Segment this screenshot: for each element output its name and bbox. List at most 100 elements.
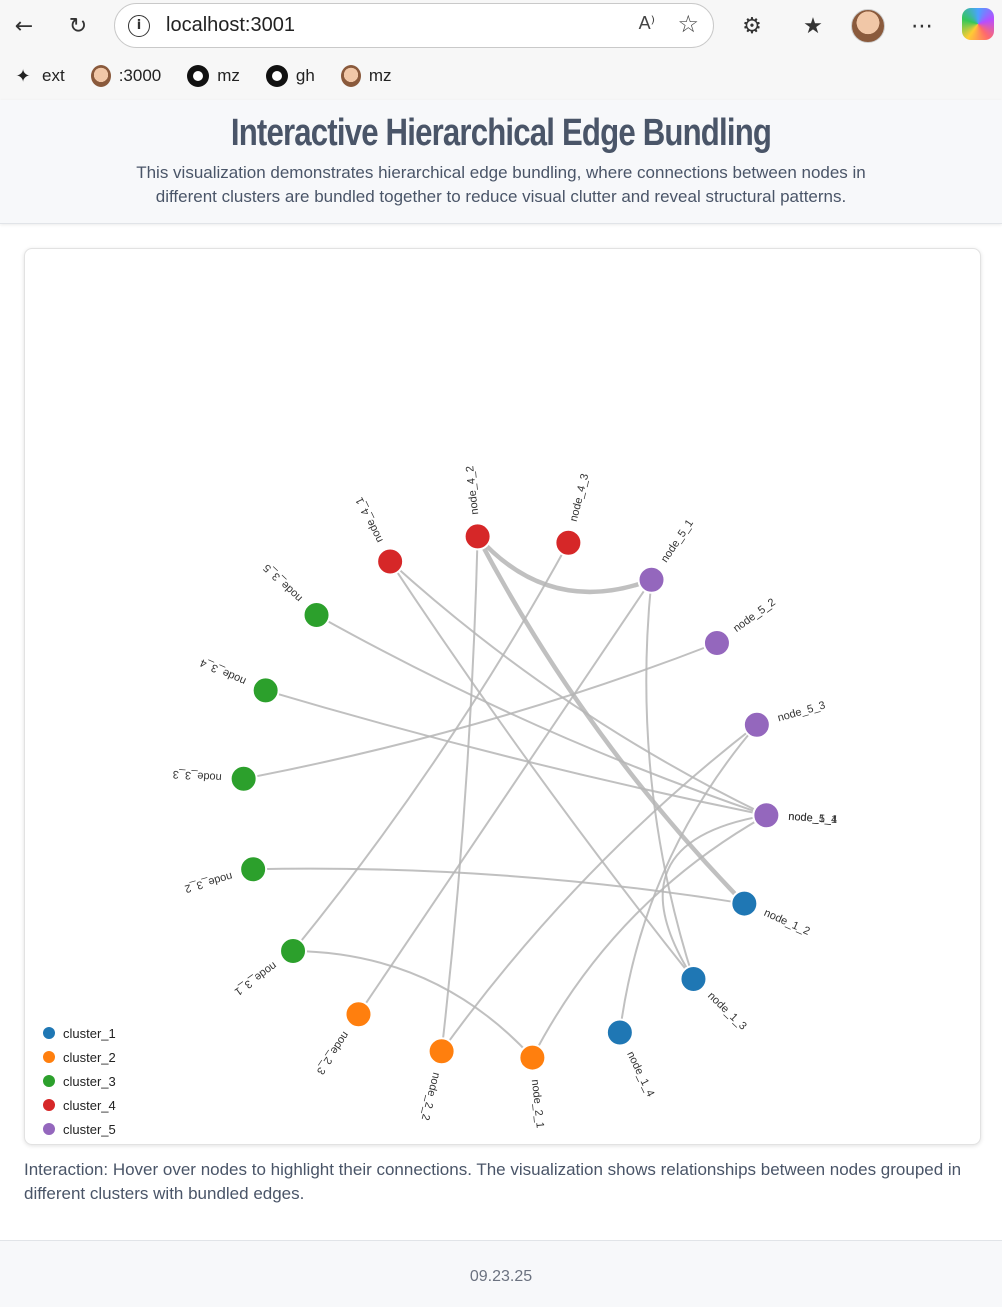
visualization-card: node_1_1 node_1_2 node_1_3 node_1_4 node_2_1… <box>24 248 981 1145</box>
page-content: Interactive Hierarchical Edge Bundling T… <box>0 100 1002 1307</box>
extension-icon: ✦ <box>15 65 31 86</box>
browser-toolbar: ← ↻ i localhost:3001 A⁾ ☆ ⚙ ★ ⋯ ✦ ext :3… <box>0 0 1002 100</box>
legend-swatch <box>43 1099 55 1111</box>
page-description: This visualization demonstrates hierarch… <box>136 163 866 206</box>
bookmark-label: ext <box>42 66 65 85</box>
edge-link <box>531 814 767 1059</box>
node-circle-node_5_1[interactable] <box>637 565 666 594</box>
node-circle-node_1_4[interactable] <box>605 1018 634 1047</box>
edge-link <box>475 534 653 595</box>
edge-link <box>645 579 695 980</box>
node-circle-node_5_3[interactable] <box>742 710 771 739</box>
node-circle-node_1_2[interactable] <box>730 889 759 918</box>
legend-label: cluster_4 <box>63 1097 116 1113</box>
edge-link <box>265 689 767 817</box>
node-label: node_5_1 <box>659 518 696 565</box>
legend-label: cluster_2 <box>63 1049 116 1065</box>
legend-item: cluster_1 <box>43 1021 116 1045</box>
site-info-icon[interactable]: i <box>128 14 150 37</box>
edge-link <box>292 542 570 952</box>
node-circle-node_2_2[interactable] <box>427 1037 456 1066</box>
page-title: Interactive Hierarchical Edge Bundling <box>230 112 772 154</box>
legend-swatch <box>43 1075 55 1087</box>
bookmark-label: mz <box>368 66 392 85</box>
node-label: node_4_3 <box>568 472 591 522</box>
github-search-icon <box>265 65 288 87</box>
avatar-icon <box>340 65 361 87</box>
back-arrow-icon[interactable]: ← <box>14 13 34 39</box>
legend-label: cluster_5 <box>63 1121 116 1137</box>
links-layer <box>243 534 767 1059</box>
node-circle-node_5_4[interactable] <box>752 801 781 830</box>
favorite-star-icon[interactable]: ☆ <box>677 10 699 38</box>
bookmark-label: :3000 <box>118 66 162 85</box>
bookmark-3000[interactable]: :3000 <box>90 65 162 87</box>
copilot-icon[interactable] <box>962 8 994 40</box>
legend-item: cluster_4 <box>43 1093 116 1117</box>
node-label: node_2_1 <box>529 1079 546 1129</box>
node-circle-node_3_4[interactable] <box>251 676 280 705</box>
node-label: node_5_4 <box>788 811 838 826</box>
node-circle-node_3_1[interactable] <box>279 936 308 965</box>
node-circle-node_3_3[interactable] <box>229 764 258 793</box>
node-label: node_4_1 <box>354 495 386 544</box>
favorites-icon[interactable]: ★ <box>803 13 823 39</box>
more-menu-icon[interactable]: ⋯ <box>911 13 933 39</box>
node-circle-node_2_1[interactable] <box>518 1043 547 1072</box>
edge-link <box>243 642 718 780</box>
address-bar[interactable]: i localhost:3001 A⁾ ☆ <box>114 3 714 48</box>
node-circle-node_1_3[interactable] <box>679 965 708 994</box>
github-icon <box>187 65 210 87</box>
legend-swatch <box>43 1051 55 1063</box>
page-footer: 09.23.25 <box>0 1240 1002 1307</box>
legend-swatch <box>43 1027 55 1039</box>
node-circle-node_2_3[interactable] <box>344 1000 373 1029</box>
bookmark-mz-github[interactable]: mz <box>187 65 240 87</box>
extensions-icon[interactable]: ⚙ <box>742 13 762 39</box>
node-label: node_1_4 <box>624 1050 656 1099</box>
node-label: node_1_3 <box>705 990 749 1033</box>
node-circle-node_4_3[interactable] <box>554 528 583 557</box>
node-label: node_2_3 <box>314 1029 351 1076</box>
read-aloud-icon[interactable]: A⁾ <box>638 13 655 33</box>
edge-link <box>440 723 758 1052</box>
legend-item: cluster_3 <box>43 1069 116 1093</box>
url-text[interactable]: localhost:3001 <box>166 14 295 36</box>
node-circle-node_5_2[interactable] <box>702 629 731 658</box>
node-circle-node_3_2[interactable] <box>239 855 268 884</box>
avatar-icon <box>90 65 111 87</box>
legend-label: cluster_3 <box>63 1073 116 1089</box>
bookmark-label: gh <box>295 66 315 85</box>
node-label: node_5_2 <box>731 596 778 634</box>
edge-link <box>618 724 758 1033</box>
edge-link <box>316 614 767 817</box>
bookmark-label: mz <box>217 66 240 85</box>
edge-link <box>389 560 695 980</box>
edge-link <box>661 814 767 980</box>
node-circle-node_4_1[interactable] <box>376 547 405 576</box>
profile-avatar[interactable] <box>851 9 885 43</box>
footer-date: 09.23.25 <box>469 1268 533 1285</box>
bookmarks-bar: ✦ ext :3000 mz gh mz <box>0 58 1002 94</box>
bookmark-gh[interactable]: gh <box>265 65 315 87</box>
node-label: node_3_1 <box>232 959 279 997</box>
edge-link <box>357 579 653 1015</box>
edge-link <box>293 950 534 1059</box>
edge-link <box>253 867 745 905</box>
refresh-icon[interactable]: ↻ <box>68 13 88 39</box>
bookmark-ext[interactable]: ✦ ext <box>12 65 65 87</box>
legend: cluster_1 cluster_2 cluster_3 cluster_4 … <box>43 1021 116 1141</box>
page-header: Interactive Hierarchical Edge Bundling T… <box>0 100 1002 224</box>
node-circle-node_3_5[interactable] <box>302 600 331 629</box>
edge-bundling-chart: node_1_1 node_1_2 node_1_3 node_1_4 node_2_1… <box>172 465 838 1129</box>
node-label: node_5_3 <box>776 699 826 724</box>
node-label: node_1_1 <box>788 811 838 826</box>
interaction-note: Interaction: Hover over nodes to highlig… <box>24 1160 962 1203</box>
node-circle-node_4_2[interactable] <box>463 522 492 551</box>
node-label: node_3_3 <box>172 768 222 783</box>
node-label: node_3_2 <box>183 870 233 895</box>
node-label: node_3_5 <box>261 561 305 604</box>
node-label: node_3_4 <box>198 656 248 687</box>
bookmark-mz[interactable]: mz <box>340 65 392 87</box>
node-label: node_2_2 <box>419 1071 442 1121</box>
